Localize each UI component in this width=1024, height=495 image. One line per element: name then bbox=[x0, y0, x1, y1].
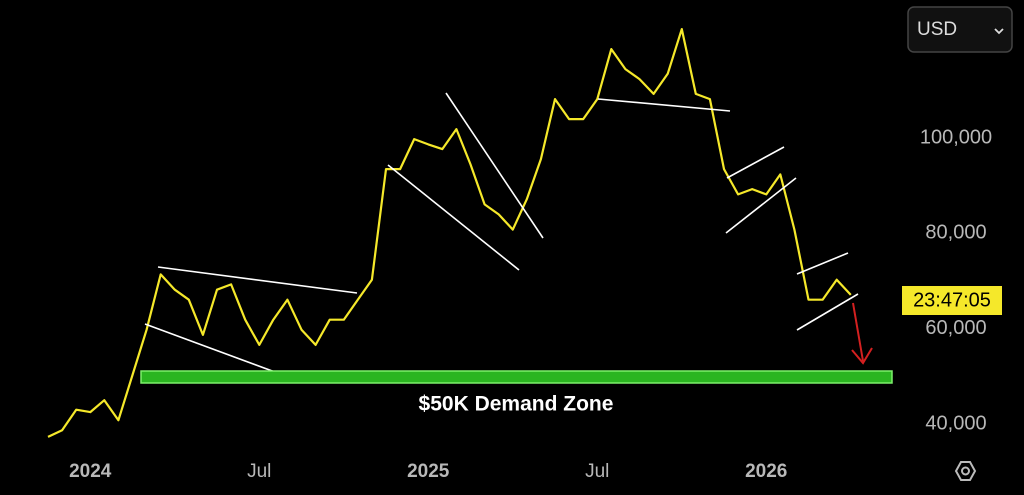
countdown-box bbox=[902, 286, 1002, 315]
annotation: $50K Demand Zone bbox=[419, 393, 614, 416]
demand-zone bbox=[140, 370, 893, 384]
countdown: 23:47:05 bbox=[913, 289, 991, 311]
plot-area: 40,000 60,000 80,000 100,000 2024 Jul 2025 Jul 2… bbox=[47, 28, 992, 482]
x-tick-label: Jul bbox=[585, 461, 609, 482]
x-tick-label: 2025 bbox=[407, 461, 450, 482]
price-line bbox=[47, 28, 852, 438]
down-arrow bbox=[851, 302, 873, 365]
y-tick-label: 60,000 bbox=[925, 317, 986, 339]
y-tick-label: 40,000 bbox=[925, 412, 986, 434]
trend-lines bbox=[144, 92, 859, 383]
x-tick-label: 2026 bbox=[745, 461, 787, 482]
settings-icon[interactable] bbox=[954, 461, 977, 481]
x-tick-label: 2024 bbox=[69, 461, 112, 482]
currency[interactable]: USD bbox=[917, 19, 957, 40]
y-tick-label: 100,000 bbox=[920, 126, 992, 148]
y-tick-label: 80,000 bbox=[925, 222, 986, 244]
x-tick-label: Jul bbox=[247, 461, 271, 482]
currency-dropdown[interactable]: USD bbox=[907, 6, 1013, 53]
